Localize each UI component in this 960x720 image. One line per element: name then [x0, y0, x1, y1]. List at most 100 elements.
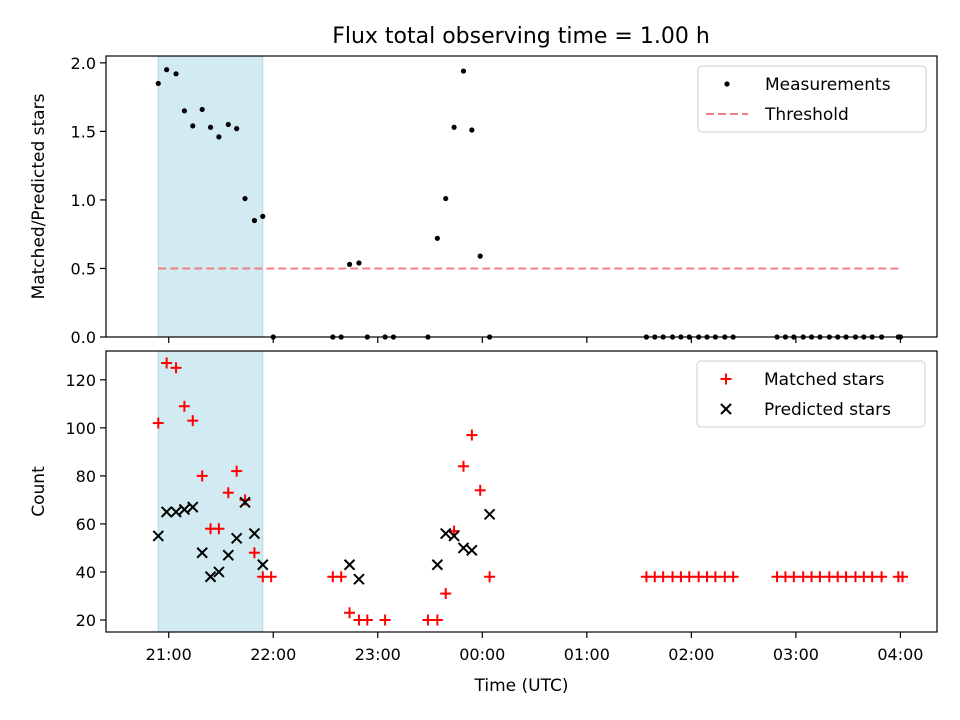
matched-star-marker	[178, 400, 190, 412]
y-tick-label: 1.5	[71, 122, 96, 141]
ratio-shaded-window	[157, 55, 264, 338]
matched-star-marker	[222, 487, 234, 499]
y-tick-label: 60	[76, 515, 96, 534]
x-tick-label: 23:00	[355, 645, 401, 664]
predicted-star-marker	[431, 559, 444, 571]
matched-star-marker	[727, 571, 739, 583]
x-tick-label: 01:00	[564, 645, 610, 664]
predicted-star-marker	[239, 496, 251, 509]
measurement-point	[443, 195, 449, 202]
legend-box	[696, 360, 926, 428]
x-tick-label: 21:00	[146, 645, 192, 664]
predicted-star-marker	[178, 503, 191, 516]
measurement-point	[477, 253, 483, 259]
predicted-star-marker	[170, 506, 182, 518]
y-tick-label: 0.5	[71, 259, 96, 278]
measurement-point	[155, 80, 161, 87]
count-plot-area	[152, 357, 909, 626]
matched-star-marker	[422, 614, 434, 626]
measurement-point	[190, 123, 196, 129]
predicted-star-marker	[483, 508, 496, 521]
legend-label: Matched stars	[764, 370, 884, 390]
predicted-star-marker	[343, 559, 356, 571]
x-tick-label: 03:00	[773, 645, 819, 664]
measurement-point	[181, 108, 187, 114]
x-tick-label: 22:00	[250, 645, 296, 664]
measurement-point	[216, 134, 222, 140]
predicted-star-marker	[187, 501, 199, 513]
measurement-point	[356, 260, 362, 266]
matched-star-marker	[335, 571, 347, 583]
y-tick-label: 1.0	[71, 191, 96, 210]
matched-star-marker	[231, 465, 243, 477]
ratio-y-axis-label: Matched/Predicted stars	[29, 93, 49, 299]
ratio-x-axis	[168, 337, 902, 343]
matched-star-marker	[431, 614, 443, 626]
matched-star-marker	[440, 588, 452, 600]
ratio-plot-area	[155, 67, 904, 340]
measurement-point	[251, 217, 258, 224]
x-tick-label: 02:00	[668, 645, 714, 664]
measurement-point	[234, 126, 240, 132]
predicted-star-marker	[448, 530, 460, 542]
predicted-star-marker	[222, 549, 235, 561]
y-tick-label: 40	[76, 563, 96, 582]
predicted-star-marker	[196, 547, 208, 559]
y-tick-label: 20	[76, 611, 96, 630]
measurement-point	[434, 235, 440, 241]
predicted-star-marker	[213, 566, 225, 578]
predicted-star-marker	[160, 506, 173, 518]
count-x-axis: 21:00 22:00 23:00 00:00 01:00 02:00 03:00 04:00	[146, 632, 923, 664]
ratio-axes-frame	[105, 55, 938, 338]
legend-label: Predicted stars	[764, 400, 891, 420]
matched-star-marker	[265, 571, 277, 583]
measurement-point	[225, 121, 231, 128]
count-x-axis-label: Time (UTC)	[474, 676, 569, 696]
matched-star-marker	[876, 571, 888, 583]
matched-star-marker	[152, 417, 164, 429]
ratio-panel: 0.00.51.01.52.0 Matched/Predicted stars …	[29, 54, 938, 347]
ratio-legend: Measurements Threshold	[697, 65, 927, 133]
measurement-point	[199, 106, 205, 113]
predicted-star-marker	[257, 559, 269, 571]
measurement-point	[260, 213, 266, 219]
ratio-y-axis: 0.0 0.5 1.0 1.5 2.0	[71, 54, 106, 347]
matched-star-marker	[814, 571, 826, 583]
legend-predicted-marker	[720, 403, 732, 415]
matched-star-marker	[657, 571, 669, 583]
y-tick-label: 2.0	[71, 54, 96, 73]
measurement-point	[242, 195, 248, 202]
measurement-point	[164, 67, 170, 73]
matched-star-marker	[788, 571, 800, 583]
matched-star-marker	[897, 571, 909, 583]
x-tick-label: 04:00	[877, 645, 923, 664]
count-legend: Matched stars Predicted stars	[696, 360, 926, 428]
measurement-point	[173, 71, 179, 77]
legend-matched-marker	[720, 373, 732, 385]
matched-star-marker	[709, 571, 721, 583]
measurement-point	[469, 127, 475, 133]
y-tick-label: 120	[65, 371, 96, 390]
matched-star-marker	[344, 607, 356, 619]
matched-star-marker	[379, 614, 391, 626]
predicted-star-marker	[466, 544, 478, 557]
predicted-star-marker	[457, 542, 470, 554]
count-y-axis-label: Count	[29, 466, 49, 517]
predicted-star-marker	[248, 527, 261, 540]
legend-label: Measurements	[765, 75, 891, 95]
y-tick-label: 80	[76, 467, 96, 486]
matched-star-marker	[683, 571, 695, 583]
chart-title: Flux total observing time = 1.00 h	[332, 24, 710, 49]
matched-star-marker	[484, 571, 496, 583]
matched-star-marker	[840, 571, 852, 583]
y-tick-label: 0.0	[71, 328, 96, 347]
matched-star-marker	[866, 571, 878, 583]
matched-star-marker	[474, 484, 486, 496]
predicted-star-marker	[440, 527, 452, 540]
predicted-star-marker	[152, 530, 164, 542]
measurement-point	[346, 261, 353, 267]
predicted-star-marker	[230, 532, 243, 545]
matched-star-marker	[213, 523, 225, 535]
matched-star-marker	[170, 362, 182, 374]
